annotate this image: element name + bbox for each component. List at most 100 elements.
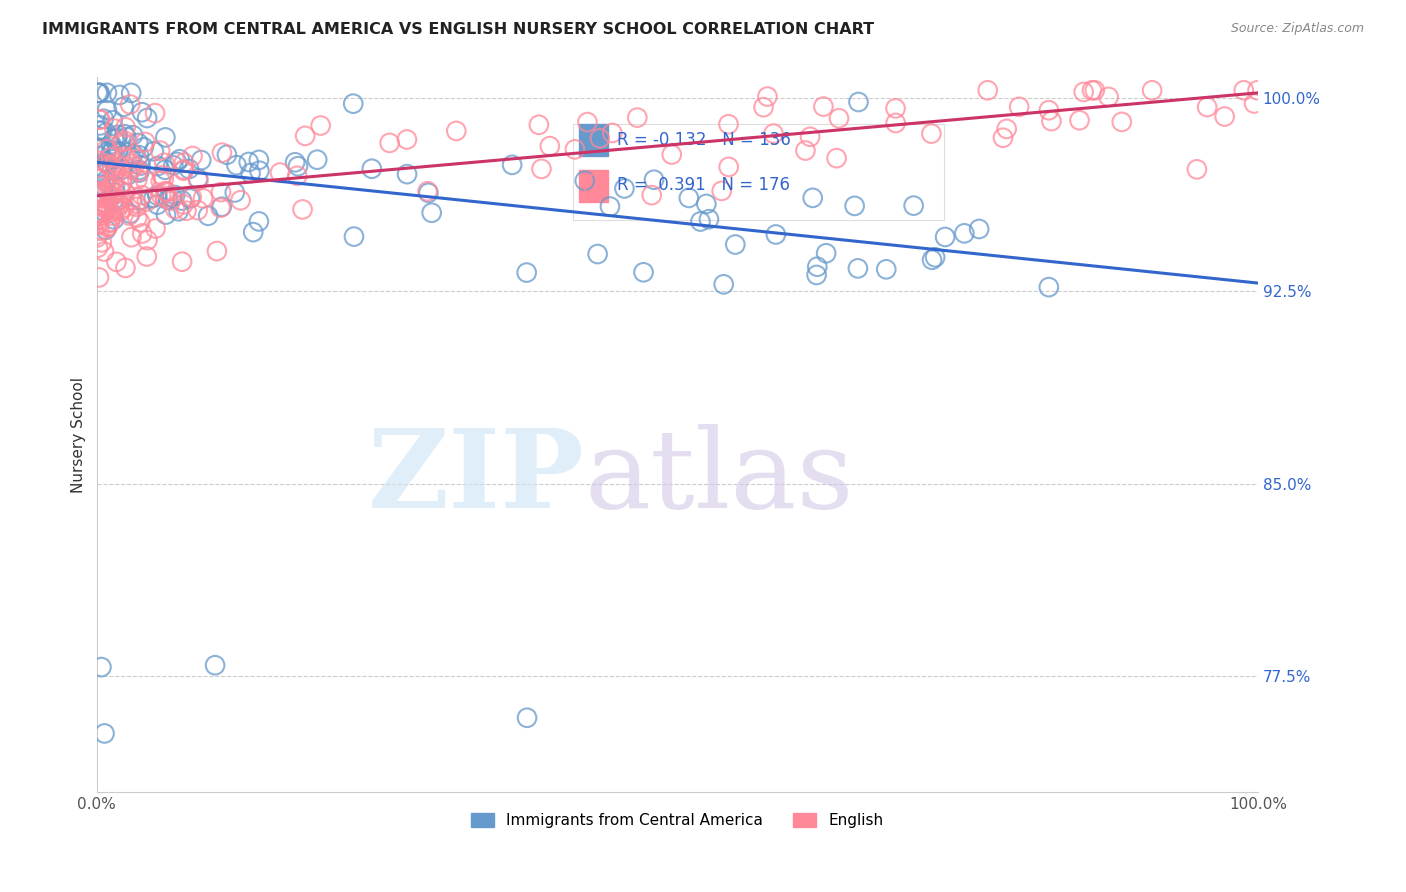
Point — [146, 159, 169, 173]
Point — [155, 191, 177, 205]
Point — [122, 128, 145, 143]
Point — [121, 193, 143, 207]
Point — [418, 186, 440, 200]
Point — [633, 265, 655, 279]
Point — [103, 132, 125, 146]
Point — [287, 159, 309, 173]
Point — [129, 159, 152, 173]
Point — [94, 156, 117, 170]
Point — [115, 153, 138, 167]
Point — [101, 178, 124, 192]
Point — [501, 158, 523, 172]
Point — [136, 111, 159, 125]
Point — [127, 136, 149, 150]
Point — [89, 186, 111, 201]
Point — [155, 130, 177, 145]
Point — [416, 184, 439, 198]
Point — [1081, 83, 1104, 97]
Point — [118, 209, 141, 223]
Point — [96, 103, 118, 118]
Point — [114, 201, 136, 215]
Point — [176, 203, 198, 218]
Point — [93, 244, 115, 259]
Point — [101, 113, 124, 128]
Point — [527, 118, 550, 132]
Point — [87, 197, 110, 211]
Point — [1038, 103, 1060, 118]
Point — [117, 168, 139, 182]
Point — [1069, 113, 1091, 128]
Point — [828, 112, 851, 126]
Point — [187, 173, 209, 187]
Point — [181, 149, 204, 163]
Text: atlas: atlas — [585, 424, 853, 531]
Point — [284, 155, 307, 169]
Point — [89, 119, 111, 133]
Point — [122, 160, 145, 174]
FancyBboxPatch shape — [572, 124, 945, 220]
Point — [1140, 83, 1163, 97]
Point — [93, 204, 115, 219]
Point — [717, 160, 740, 174]
Point — [799, 129, 821, 144]
Point — [120, 150, 142, 164]
Point — [90, 235, 112, 250]
Point — [114, 120, 136, 135]
Point — [1233, 83, 1256, 97]
Point — [844, 199, 866, 213]
Point — [600, 126, 623, 140]
Point — [122, 147, 145, 161]
Point — [90, 209, 112, 223]
Point — [86, 185, 108, 199]
Point — [169, 153, 191, 167]
Point — [643, 172, 665, 186]
Point — [120, 230, 142, 244]
Point — [89, 224, 111, 238]
Point — [96, 220, 118, 235]
Point — [108, 87, 131, 102]
Point — [103, 121, 125, 136]
Point — [87, 189, 110, 203]
Point — [105, 131, 128, 145]
Point — [120, 162, 142, 177]
Point — [678, 191, 700, 205]
Point — [159, 194, 181, 208]
Point — [86, 230, 108, 244]
Point — [108, 197, 131, 211]
Point — [1008, 100, 1031, 114]
Point — [187, 171, 209, 186]
Point — [114, 260, 136, 275]
Point — [934, 230, 956, 244]
Point — [96, 199, 118, 213]
Point — [89, 179, 111, 194]
Point — [564, 142, 586, 156]
Point — [107, 128, 129, 142]
Point — [765, 227, 787, 242]
Point — [97, 186, 120, 200]
Point — [875, 262, 897, 277]
Point — [114, 134, 136, 148]
Point — [309, 119, 332, 133]
Point — [87, 241, 110, 255]
Point — [94, 223, 117, 237]
Point — [108, 183, 131, 197]
Point — [114, 127, 136, 141]
Point — [98, 182, 121, 196]
Point — [576, 115, 599, 129]
Point — [112, 100, 135, 114]
Point — [104, 180, 127, 194]
Point — [581, 177, 603, 191]
Point — [762, 127, 785, 141]
Point — [98, 159, 121, 173]
Text: R =  0.391   N = 176: R = 0.391 N = 176 — [617, 176, 790, 194]
Point — [187, 203, 209, 218]
Point — [446, 124, 468, 138]
Point — [903, 199, 925, 213]
Point — [93, 112, 115, 126]
Point — [111, 135, 134, 149]
Point — [89, 184, 111, 198]
Point — [100, 150, 122, 164]
Point — [752, 100, 775, 114]
Point — [163, 202, 186, 216]
Point — [225, 158, 247, 172]
